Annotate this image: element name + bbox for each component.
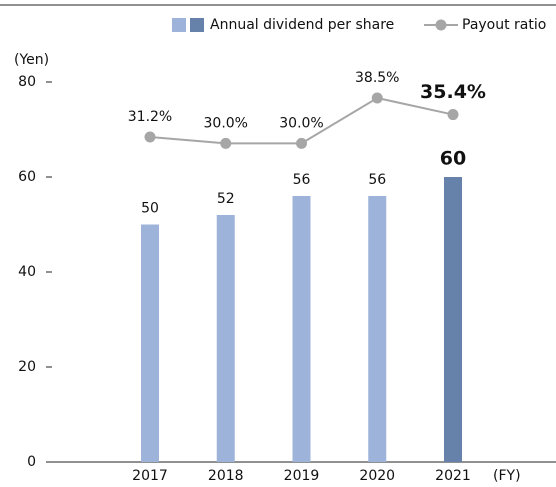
x-tick-label: 2018	[208, 468, 244, 484]
line-value-label: 35.4%	[420, 81, 486, 103]
y-tick-label: 80	[18, 74, 36, 90]
line-value-label: 38.5%	[355, 70, 399, 86]
legend-label: Payout ratio	[462, 17, 546, 33]
line-value-label: 30.0%	[279, 115, 323, 131]
bar-value-label: 60	[440, 148, 466, 170]
legend-swatch	[190, 18, 204, 32]
x-tick-label: 2021	[435, 468, 471, 484]
payout-marker	[371, 92, 383, 104]
y-axis-label: (Yen)	[14, 52, 49, 68]
line-value-label: 31.2%	[128, 109, 172, 125]
payout-marker	[447, 109, 459, 121]
bar	[368, 196, 387, 462]
payout-marker	[296, 137, 307, 149]
bar	[444, 177, 462, 462]
bar-value-label: 56	[293, 172, 311, 188]
bar	[216, 215, 235, 462]
bar	[141, 224, 159, 462]
bar-value-label: 50	[141, 201, 159, 217]
bar-value-label: 56	[368, 172, 386, 188]
payout-marker	[220, 137, 232, 149]
legend-swatch	[172, 18, 186, 32]
y-tick-label: 60	[18, 169, 36, 185]
legend-marker	[435, 19, 447, 31]
x-tick-label: 2020	[359, 468, 395, 484]
bar	[292, 196, 311, 462]
x-tick-label: 2017	[132, 468, 168, 484]
payout-marker	[144, 131, 156, 143]
bar-value-label: 52	[217, 191, 235, 207]
x-tick-label: 2019	[284, 468, 320, 484]
legend-label: Annual dividend per share	[210, 17, 394, 33]
y-tick-label: 0	[27, 454, 36, 470]
y-tick-label: 20	[18, 359, 36, 375]
y-tick-label: 40	[18, 264, 36, 280]
line-value-label: 30.0%	[204, 115, 248, 131]
x-axis-label: (FY)	[493, 468, 521, 484]
